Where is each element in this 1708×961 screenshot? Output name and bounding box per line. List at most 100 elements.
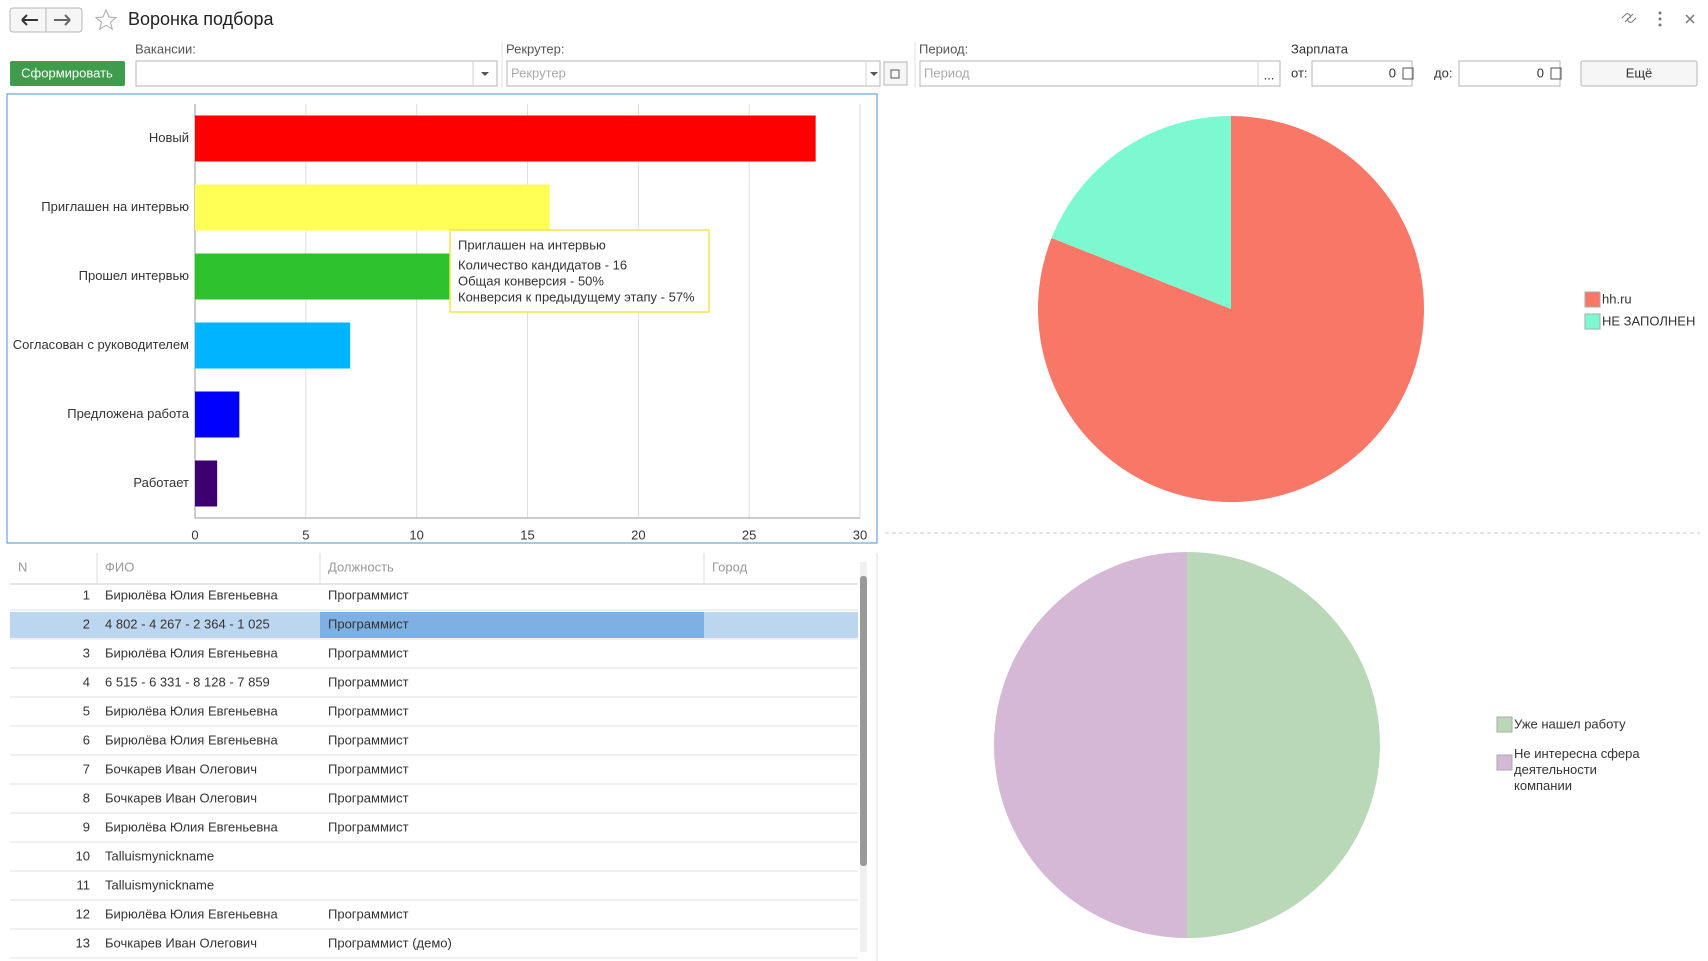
tooltip-line: Конверсия к предыдущему этапу - 57%: [458, 289, 695, 304]
legend-swatch: [1584, 313, 1601, 330]
cell-number: 4: [83, 674, 90, 689]
more-label: Ещё: [1626, 65, 1653, 80]
recruiter-label: Рекрутер:: [506, 41, 564, 56]
cell-number: 7: [83, 761, 90, 776]
from-value: 0: [1389, 65, 1396, 80]
cell-name: Бочкарев Иван Олегович: [105, 790, 257, 805]
column-header: N: [18, 559, 27, 574]
cell-name: 4 802 - 4 267 - 2 364 - 1 025: [105, 616, 270, 631]
y-tick-label: Предложена работа: [67, 406, 190, 421]
bar-chart-frame: [6, 93, 878, 544]
x-tick-label: 0: [191, 527, 198, 542]
pie-slice: [1051, 115, 1231, 309]
cell-position: Программист: [328, 790, 409, 805]
column-header: Город: [712, 559, 748, 574]
x-tick-label: 25: [742, 527, 756, 542]
generate-label: Сформировать: [21, 65, 113, 80]
cell-number: 9: [83, 819, 90, 834]
cell-number: 8: [83, 790, 90, 805]
x-tick-label: 30: [853, 527, 867, 542]
to-label: до:: [1434, 65, 1452, 80]
tooltip-title: Приглашен на интервью: [458, 237, 606, 252]
cell-number: 3: [83, 645, 90, 660]
tooltip: [449, 229, 710, 313]
period-input[interactable]: [919, 60, 1281, 87]
bar: [195, 460, 218, 507]
cell-name: Talluismynickname: [105, 848, 214, 863]
cell-name: Бирюлёва Юлия Евгеньевна: [105, 819, 278, 834]
page-title: Воронка подбора: [128, 9, 274, 29]
link-icon[interactable]: [1621, 13, 1637, 23]
cell-number: 10: [76, 848, 90, 863]
legend-label: Не интересна сфера деятельности компании: [1514, 746, 1640, 793]
recruiter-placeholder: Рекрутер: [511, 65, 566, 80]
cell-position: Программист: [328, 645, 409, 660]
cell-number: 6: [83, 732, 90, 747]
cell-number: 1: [83, 587, 90, 602]
cell-position: Программист: [328, 703, 409, 718]
back-icon[interactable]: [21, 14, 38, 26]
cell-position: Программист: [328, 761, 409, 776]
salary-label: Зарплата: [1291, 41, 1349, 56]
cell-position: Программист: [328, 732, 409, 747]
cell-number: 11: [77, 877, 91, 892]
cell-name: Бирюлёва Юлия Евгеньевна: [105, 587, 278, 602]
menu-icon[interactable]: [1658, 11, 1662, 27]
bar: [195, 322, 351, 369]
y-tick-label: Прошел интервью: [79, 268, 190, 283]
period-select[interactable]: ...: [1264, 67, 1275, 82]
cell-name: Бочкарев Иван Олегович: [105, 935, 257, 950]
favorite-star[interactable]: [94, 8, 118, 31]
legend-label: НЕ ЗАПОЛНЕН: [1602, 313, 1695, 328]
more-button[interactable]: [1580, 60, 1698, 87]
selected-cell: [320, 612, 704, 638]
close-icon[interactable]: [1685, 14, 1695, 24]
cell-name: 6 515 - 6 331 - 8 128 - 7 859: [105, 674, 270, 689]
y-tick-label: Приглашен на интервью: [41, 199, 189, 214]
bar: [195, 253, 484, 300]
pie-slice: [994, 552, 1187, 938]
cell-position: Программист: [328, 819, 409, 834]
period-label: Период:: [919, 41, 968, 56]
y-tick-label: Согласован с руководителем: [13, 337, 189, 352]
y-tick-label: Новый: [149, 130, 189, 145]
from-label: от:: [1291, 65, 1308, 80]
recruiter-input[interactable]: [506, 60, 881, 87]
cell-name: Бирюлёва Юлия Евгеньевна: [105, 732, 278, 747]
forward-icon[interactable]: [54, 14, 71, 26]
cell-position: Программист: [328, 587, 409, 602]
cell-name: Бочкарев Иван Олегович: [105, 761, 257, 776]
cell-name: Бирюлёва Юлия Евгеньевна: [105, 703, 278, 718]
legend-label: hh.ru: [1602, 291, 1632, 306]
generate-button[interactable]: [10, 61, 125, 86]
tooltip-line: Количество кандидатов - 16: [458, 257, 627, 272]
vacancies-input[interactable]: [135, 60, 498, 87]
open-button[interactable]: [883, 61, 908, 86]
cell-position: Программист: [328, 616, 409, 631]
cell-number: 2: [83, 616, 90, 631]
to-input[interactable]: [1458, 60, 1561, 87]
y-tick-label: Работает: [133, 475, 189, 490]
bar: [195, 391, 240, 438]
cell-number: 12: [76, 906, 90, 921]
column-header: Должность: [328, 559, 394, 574]
legend-swatch: [1496, 754, 1513, 771]
vacancies-label: Вакансии:: [135, 41, 196, 56]
cell-number: 5: [83, 703, 90, 718]
legend-swatch: [1496, 716, 1513, 733]
from-input[interactable]: [1311, 60, 1413, 87]
cell-name: Бирюлёва Юлия Евгеньевна: [105, 906, 278, 921]
period-placeholder: Период: [924, 65, 970, 80]
x-tick-label: 20: [631, 527, 645, 542]
bar: [195, 184, 550, 231]
x-tick-label: 10: [409, 527, 423, 542]
to-value: 0: [1537, 65, 1544, 80]
cell-number: 13: [76, 935, 90, 950]
x-tick-label: 5: [302, 527, 309, 542]
scrollbar-thumb: [860, 576, 867, 866]
legend-label: Уже нашел работу: [1514, 716, 1626, 731]
cell-position: Программист: [328, 674, 409, 689]
cell-name: Talluismynickname: [105, 877, 214, 892]
